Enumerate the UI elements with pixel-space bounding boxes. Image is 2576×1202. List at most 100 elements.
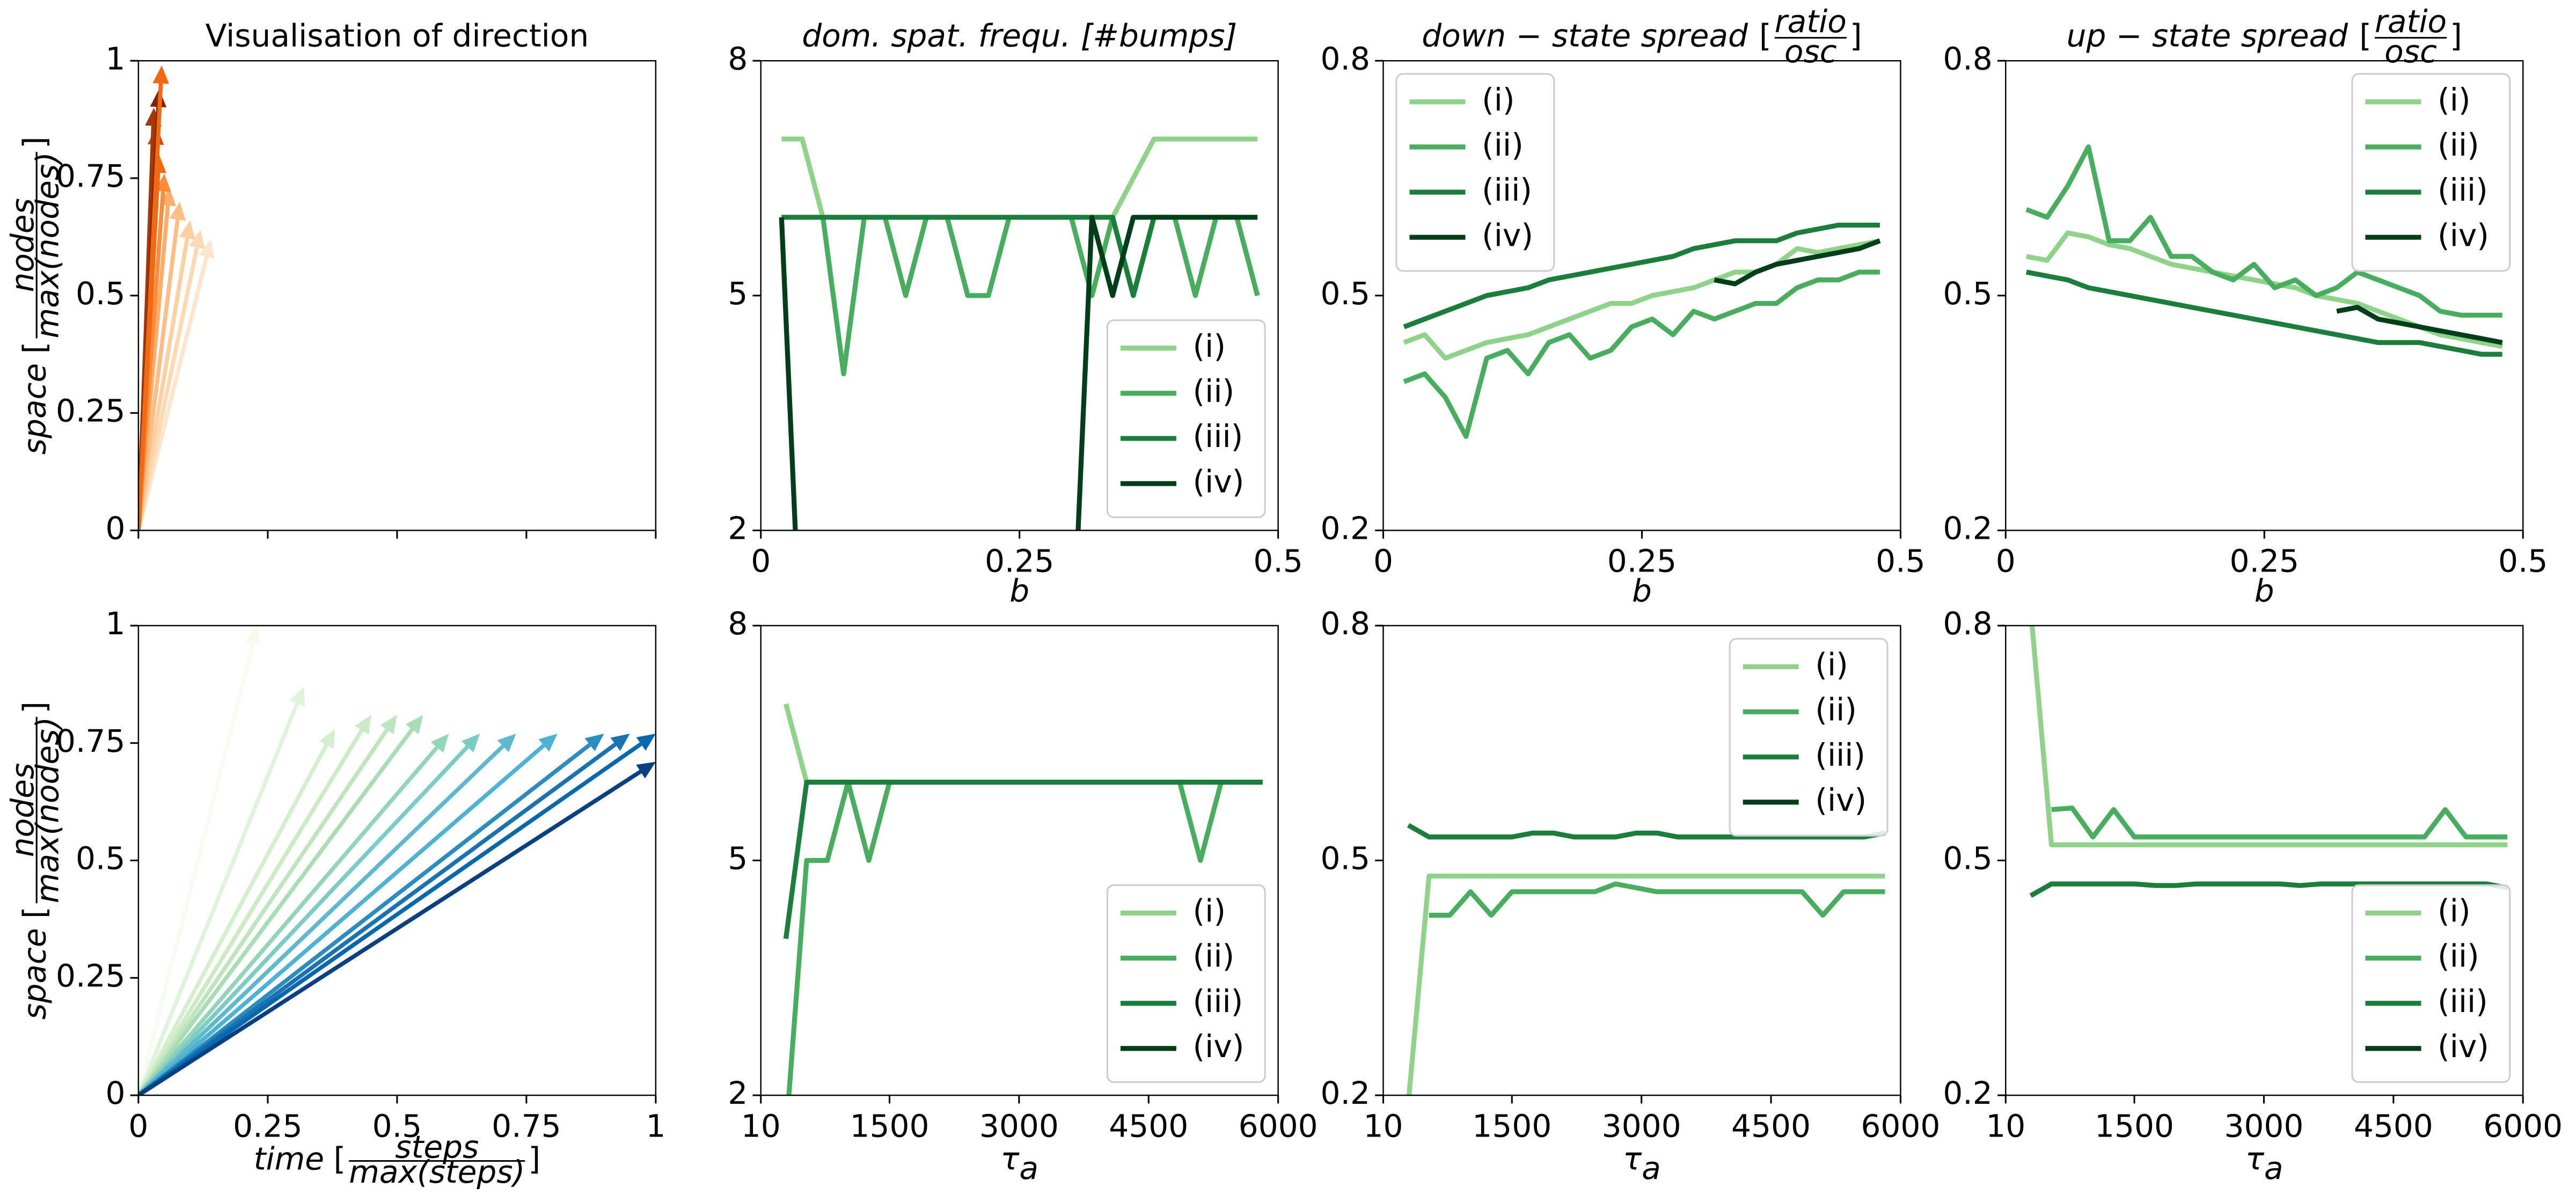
x-tick-label: 4500 bbox=[1731, 1108, 1811, 1144]
legend-box bbox=[2351, 884, 2511, 1083]
legend-label: (iii) bbox=[2438, 983, 2488, 1020]
x-tick-label: 10 bbox=[1986, 1108, 2025, 1144]
arrow-shaft bbox=[138, 744, 545, 1096]
axis-label: b bbox=[2255, 573, 2274, 609]
label-text: time bbox=[254, 1141, 324, 1177]
y-tick-label: 0.5 bbox=[1321, 840, 1370, 877]
x-tick-label: 0.5 bbox=[1876, 543, 1925, 580]
axes-frame bbox=[760, 60, 1279, 531]
legend-label: (i) bbox=[1815, 647, 1848, 683]
axes-frame bbox=[137, 625, 657, 1096]
legend-label: (ii) bbox=[1482, 127, 1524, 163]
arrow-shaft bbox=[138, 746, 439, 1096]
label-parts: b bbox=[2255, 573, 2274, 609]
x-tick-label: 4500 bbox=[1109, 1108, 1188, 1144]
y-tick-label: 0 bbox=[105, 510, 125, 547]
x-tick-label: 0 bbox=[751, 543, 771, 580]
axes-frame bbox=[760, 625, 1279, 1096]
arrow bbox=[138, 734, 604, 1096]
plot-area bbox=[1406, 823, 1886, 1096]
series-line bbox=[783, 703, 1263, 785]
label-text: ratio bbox=[2375, 3, 2447, 40]
label-text: b bbox=[1009, 573, 1029, 609]
plot-area bbox=[783, 703, 1263, 1096]
arrow-head bbox=[179, 220, 195, 240]
arrow-head bbox=[636, 761, 656, 779]
series-line bbox=[1403, 269, 1880, 439]
legend-label: (iv) bbox=[2438, 217, 2489, 253]
legend-label: (iii) bbox=[1482, 172, 1532, 208]
label-text: space bbox=[16, 928, 53, 1020]
y-tick-label: 2 bbox=[728, 510, 748, 547]
x-tick-label: 0.5 bbox=[1253, 543, 1302, 580]
arrow-head bbox=[461, 734, 480, 753]
label-text: τ bbox=[2245, 1141, 2265, 1177]
series-line bbox=[1406, 874, 1885, 1096]
y-tick-label: 0.5 bbox=[1943, 275, 1992, 312]
arrow-head bbox=[319, 729, 335, 749]
arrow bbox=[138, 734, 656, 1096]
arrow-shaft bbox=[138, 729, 364, 1096]
arrow-shaft bbox=[138, 743, 617, 1096]
y-tick-label: 0.75 bbox=[56, 158, 125, 194]
arrow-head bbox=[610, 734, 630, 751]
arrow-head bbox=[405, 715, 423, 735]
label-text: b bbox=[2255, 573, 2274, 609]
arrow-head bbox=[152, 65, 169, 84]
arrow-shaft bbox=[138, 728, 389, 1096]
label-text: ] bbox=[2450, 17, 2462, 54]
axes-frame bbox=[1382, 60, 1901, 531]
legend: (i) (ii) (iii) (iv) bbox=[1729, 637, 1889, 837]
legend-label: (iii) bbox=[1193, 983, 1243, 1020]
y-tick-label: 0.8 bbox=[1943, 40, 1992, 77]
label-parts: Visualisation of direction bbox=[206, 17, 589, 54]
x-tick-label: 0 bbox=[1373, 543, 1393, 580]
arrow-head bbox=[355, 715, 371, 735]
arrow-head bbox=[289, 686, 305, 707]
arrow-head bbox=[538, 734, 558, 752]
legend-label: (iv) bbox=[1193, 1028, 1245, 1065]
x-tick-label: 0.25 bbox=[2230, 543, 2299, 580]
x-tick-label: 3000 bbox=[979, 1108, 1059, 1144]
series-line bbox=[2025, 269, 2502, 357]
y-tick-label: 0.25 bbox=[56, 957, 125, 994]
x-tick-label: 6000 bbox=[2483, 1108, 2563, 1144]
axis-label: b bbox=[1009, 573, 1029, 609]
label-text: space bbox=[16, 363, 53, 455]
y-tick-label: 0.5 bbox=[1943, 840, 1992, 877]
x-tick-label: 0.5 bbox=[372, 1108, 422, 1144]
x-tick-label: 4500 bbox=[2354, 1108, 2433, 1144]
label-text: [ bbox=[1759, 17, 1772, 54]
label-text: [ bbox=[333, 1141, 346, 1177]
y-tick-label: 1 bbox=[105, 605, 125, 642]
y-tick-label: 5 bbox=[728, 275, 748, 312]
axes-frame bbox=[137, 60, 657, 531]
arrow-shaft bbox=[138, 728, 414, 1096]
label-text: nodes bbox=[4, 198, 41, 292]
plot-area bbox=[138, 625, 656, 1096]
arrow-shaft bbox=[138, 744, 328, 1096]
legend: (i) (ii) (iii) (iv) bbox=[1106, 319, 1266, 518]
arrow bbox=[138, 734, 558, 1096]
legend: (i) (ii) (iii) (iv) bbox=[1106, 884, 1266, 1083]
legend-label: (iii) bbox=[1193, 418, 1243, 455]
y-tick-label: 1 bbox=[105, 40, 125, 77]
legend-label: (ii) bbox=[2438, 938, 2479, 974]
arrow bbox=[138, 734, 480, 1096]
y-tick-label: 0.25 bbox=[56, 393, 125, 429]
arrow bbox=[138, 625, 261, 1096]
arrow-shaft bbox=[138, 744, 504, 1096]
y-tick-label: 0.5 bbox=[1321, 275, 1370, 312]
x-tick-label: 0.5 bbox=[2498, 543, 2548, 580]
series-line bbox=[1429, 881, 1885, 918]
x-tick-label: 1500 bbox=[1472, 1108, 1552, 1144]
label-text: max(nodes) bbox=[30, 717, 66, 903]
label-text: τ bbox=[1000, 1141, 1020, 1177]
arrow bbox=[138, 715, 423, 1096]
y-tick-label: 0.2 bbox=[1943, 510, 1992, 547]
label-text: ] bbox=[1850, 17, 1862, 54]
